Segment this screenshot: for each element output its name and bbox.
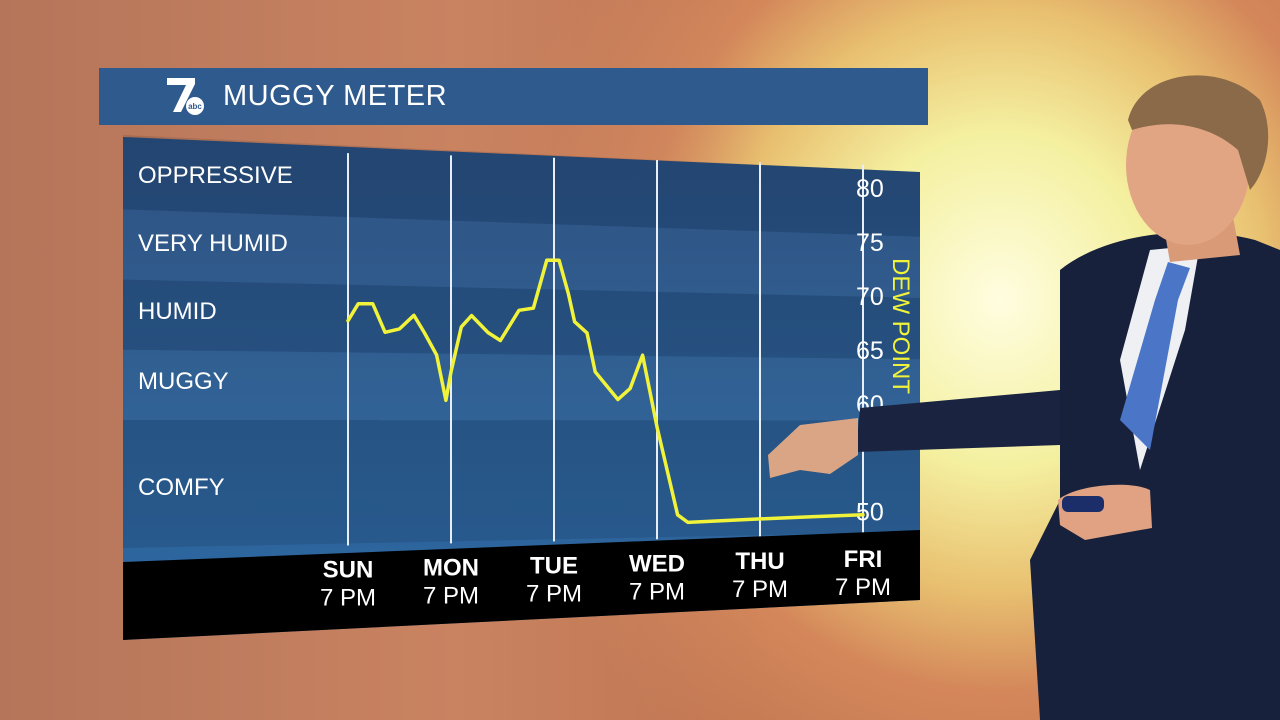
y-tick-label: 80 [856,175,884,203]
x-tick-day: THU [735,548,784,575]
title-bar: abc MUGGY METER [99,68,928,125]
x-tick-time: 7 PM [423,582,479,609]
dew-point-line [346,258,865,525]
band-label: VERY HUMID [138,230,288,257]
clicker-remote [1062,496,1104,512]
band-label: MUGGY [138,368,229,395]
chart-panel [123,137,920,640]
y-tick-label: 75 [856,229,884,257]
time-axis-footer [123,530,920,640]
band-comfy [123,419,920,548]
x-tick-day: WED [629,550,685,577]
x-tick-day: MON [423,554,479,581]
y-axis-title: DEW POINT [887,258,914,394]
x-tick-time: 7 PM [732,576,788,603]
svg-text:abc: abc [188,102,202,111]
y-tick-label: 70 [856,283,884,311]
presenter-hair [1128,75,1269,190]
band-humid [123,279,920,360]
presenter-arm [856,390,1060,452]
presenter-tie [1120,262,1190,450]
page-title: MUGGY METER [223,80,448,112]
band-label: HUMID [138,298,217,325]
presenter-jacket [1030,232,1280,720]
y-tick-label: 50 [856,499,884,527]
band-oppressive [123,135,920,237]
presenter-hand [768,418,858,478]
x-tick-time: 7 PM [835,574,891,601]
band-label: OPPRESSIVE [138,162,293,189]
y-tick-label: 65 [856,337,884,365]
x-tick-time: 7 PM [320,584,376,611]
x-tick-time: 7 PM [526,580,582,607]
x-tick-day: FRI [844,546,883,573]
x-tick-day: TUE [530,552,578,579]
station-logo: abc [167,78,204,115]
band-label: COMFY [138,474,225,501]
x-tick-time: 7 PM [629,578,685,605]
x-tick-day: SUN [323,556,374,583]
